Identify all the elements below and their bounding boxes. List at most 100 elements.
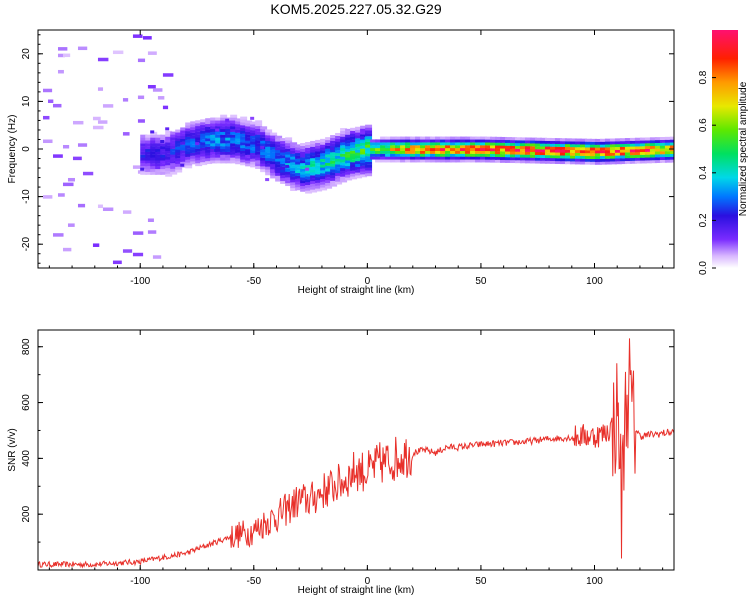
spectrogram-cell <box>335 155 343 159</box>
spectrogram-cell <box>365 170 373 174</box>
spectrogram-cell <box>360 145 368 149</box>
spectrogram-cell <box>400 150 408 154</box>
spectrogram-cell <box>335 138 343 142</box>
spectrogram-cell <box>430 159 438 163</box>
spectrogram-cell <box>534 157 542 161</box>
spectrogram-cell <box>205 152 213 156</box>
spectrogram-cell <box>220 160 228 164</box>
spectrogram-cell <box>345 157 353 161</box>
spectrogram-cell <box>245 134 253 138</box>
spectrogram-cell <box>275 141 283 145</box>
spectrogram-cell <box>400 159 408 163</box>
spectrogram-cell <box>360 151 368 155</box>
spectrogram-cell <box>160 137 168 141</box>
spectrogram-cell <box>415 156 423 160</box>
spectrogram-cell <box>629 160 637 164</box>
spectrogram-cell <box>205 121 213 125</box>
spectrogram-cell <box>175 166 183 170</box>
spectrogram-cell <box>300 171 308 175</box>
spectrogram-cell <box>250 138 258 142</box>
spectrogram-cell <box>669 142 674 146</box>
spectrogram-cell <box>465 145 473 149</box>
spectrogram-cell <box>280 180 288 184</box>
spectrogram-cell <box>165 150 173 154</box>
spectrogram-cell <box>250 164 258 168</box>
spectrogram-cell <box>624 143 632 147</box>
spectrogram-cell <box>335 147 343 151</box>
spectrogram-cell <box>500 136 507 140</box>
spectrogram-cell <box>599 147 607 151</box>
spectrogram-cell <box>559 149 567 153</box>
spectrogram-cell <box>230 148 238 152</box>
spectrogram-cell <box>549 143 557 147</box>
spectrogram-cell <box>460 142 468 146</box>
spectrogram-cell <box>310 172 318 176</box>
spectrogram-cell <box>122 98 129 102</box>
spectrogram-cell <box>539 146 547 150</box>
spectrogram-cell <box>160 146 168 150</box>
spectrogram-cell <box>335 144 343 148</box>
spectrogram-cell <box>330 155 338 159</box>
spectrogram-cell <box>649 143 657 147</box>
spectrogram-cell <box>475 156 483 160</box>
spectrogram-cell <box>420 145 428 149</box>
spectrogram-cell <box>340 173 348 177</box>
spectrogram-cell <box>190 135 198 139</box>
spectrogram-cell <box>529 143 537 147</box>
spectrogram-cell <box>285 174 293 178</box>
spectrogram-cell <box>235 118 243 122</box>
spectrogram-cell <box>295 167 303 171</box>
spectrogram-cell <box>180 150 188 154</box>
spectrogram-cell <box>400 153 408 157</box>
spectrogram-cell <box>290 173 298 177</box>
spectrogram-cell <box>235 158 243 162</box>
spectrogram-cell <box>455 156 463 160</box>
spectrogram-cell <box>300 174 308 178</box>
spectrogram-cell <box>230 160 238 164</box>
spectrogram-cell <box>554 152 562 156</box>
spectrogram-cell <box>250 155 258 159</box>
spectrogram-cell <box>445 139 453 143</box>
spectrogram-cell <box>475 136 483 140</box>
spectrogram-cell <box>195 131 203 135</box>
spectrogram-cell <box>260 140 268 144</box>
spectrogram-cell <box>180 153 188 157</box>
spectrogram-cell <box>345 171 353 175</box>
spectrogram-cell <box>510 151 517 155</box>
spectrogram-cell <box>235 152 243 156</box>
spectrogram-cell <box>300 163 308 167</box>
spectrogram-cell <box>270 135 278 139</box>
spectrogram-cell <box>290 165 298 169</box>
spectrogram-cell <box>385 150 393 154</box>
spectrogram-cell <box>165 156 173 160</box>
spectrogram-cell <box>175 169 183 173</box>
spectrogram-cell <box>280 143 288 147</box>
spectrogram-cell <box>430 153 438 157</box>
spectrogram-cell <box>320 138 328 142</box>
spectrogram-cell <box>250 124 258 128</box>
spectrogram-cell <box>350 136 358 140</box>
spectrogram-cell <box>260 151 268 155</box>
spectrogram-cell <box>639 160 647 164</box>
spectrogram-cell <box>470 153 478 157</box>
spectrogram-cell <box>355 126 363 130</box>
spectrogram-cell <box>370 139 378 143</box>
spectrogram-cell <box>275 149 283 153</box>
spectrogram-cell <box>170 134 178 138</box>
spectrogram-cell <box>589 147 597 151</box>
spectrogram-cell <box>510 160 517 164</box>
spectrogram-cell <box>455 139 463 143</box>
spectrogram-cell <box>225 160 233 164</box>
spectrogram-cell <box>385 148 393 151</box>
spectrogram-cell <box>470 159 478 163</box>
spectrogram-cell <box>405 148 413 151</box>
spectrogram-cell <box>295 175 303 179</box>
spectrogram-cell <box>614 146 622 150</box>
spectrogram-cell <box>180 136 188 140</box>
spectrogram-cell <box>659 136 667 140</box>
spectrogram-cell <box>350 176 358 180</box>
spectrogram-cell <box>649 145 657 149</box>
spectrogram-cell <box>664 151 672 155</box>
spectrogram-cell <box>170 131 178 135</box>
spectrogram-cell <box>220 137 228 141</box>
